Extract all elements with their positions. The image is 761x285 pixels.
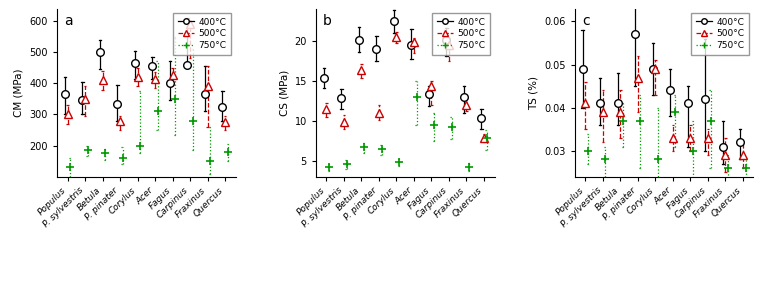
- Legend: 400°C, 500°C, 750°C: 400°C, 500°C, 750°C: [691, 13, 749, 54]
- Legend: 400°C, 500°C, 750°C: 400°C, 500°C, 750°C: [174, 13, 231, 54]
- Text: a: a: [64, 14, 73, 28]
- Y-axis label: CS (MPa): CS (MPa): [279, 70, 289, 116]
- Y-axis label: CM (MPa): CM (MPa): [14, 68, 24, 117]
- Text: c: c: [582, 14, 590, 28]
- Y-axis label: TS (%): TS (%): [529, 76, 539, 110]
- Text: b: b: [323, 14, 332, 28]
- Legend: 400°C, 500°C, 750°C: 400°C, 500°C, 750°C: [432, 13, 490, 54]
